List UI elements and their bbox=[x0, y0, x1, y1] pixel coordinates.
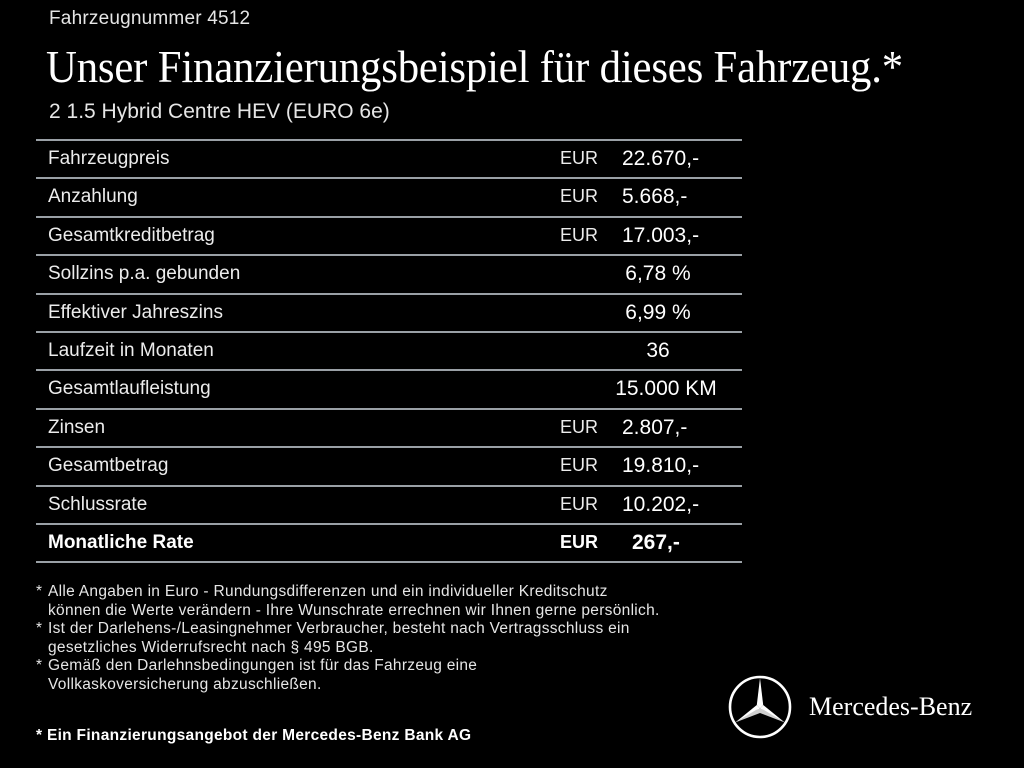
row-label: Gesamtbetrag bbox=[48, 455, 169, 477]
row-value: 6,78 % bbox=[625, 262, 691, 286]
row-value: 36 bbox=[646, 338, 670, 362]
row-value: 17.003,- bbox=[622, 223, 700, 247]
mercedes-star-icon bbox=[728, 675, 792, 739]
row-label: Schlussrate bbox=[48, 493, 148, 515]
row-currency: EUR bbox=[560, 531, 599, 552]
footnote-text: Gemäß den Darlehnsbedingungen ist für da… bbox=[48, 657, 478, 693]
row-value: 5.668,- bbox=[622, 185, 688, 209]
brand-name: Mercedes-Benz bbox=[809, 692, 973, 721]
row-currency: EUR bbox=[560, 455, 599, 476]
table-row: Gesamtlaufleistung 15.000 KM bbox=[36, 369, 742, 407]
row-currency: EUR bbox=[560, 186, 599, 207]
table-row: Laufzeit in Monaten 36 bbox=[36, 330, 742, 369]
footnote-text: Alle Angaben in Euro - Rundungsdifferenz… bbox=[48, 583, 660, 619]
table-row: Effektiver Jahreszins 6,99 % bbox=[36, 292, 742, 331]
table-row: Zinsen EUR 2.807,- bbox=[36, 407, 742, 446]
footnote: * Alle Angaben in Euro - Rundungsdiffere… bbox=[36, 583, 776, 620]
row-label: Sollzins p.a. gebunden bbox=[48, 263, 241, 285]
row-label: Gesamtlaufleistung bbox=[48, 378, 211, 400]
brand-logo: Mercedes-Benz bbox=[727, 674, 972, 740]
row-value: 22.670,- bbox=[622, 147, 700, 170]
table-row: Fahrzeugpreis EUR 22.670,- bbox=[36, 139, 742, 177]
row-label: Fahrzeugpreis bbox=[48, 148, 170, 169]
model-name: 2 1.5 Hybrid Centre HEV (EURO 6e) bbox=[49, 100, 390, 123]
row-label: Effektiver Jahreszins bbox=[48, 301, 223, 323]
row-label: Zinsen bbox=[48, 416, 106, 438]
footnote: * Gemäß den Darlehnsbedingungen ist für … bbox=[36, 657, 776, 694]
row-currency: EUR bbox=[560, 148, 599, 168]
row-currency: EUR bbox=[560, 493, 599, 514]
row-value: 19.810,- bbox=[622, 454, 700, 478]
table-row: Schlussrate EUR 10.202,- bbox=[36, 484, 742, 523]
financing-table: Fahrzeugpreis EUR 22.670,- Anzahlung EUR… bbox=[36, 139, 742, 564]
page-title: Unser Finanzierungsbeispiel für dieses F… bbox=[46, 41, 903, 92]
row-value: 6,99 % bbox=[625, 300, 691, 324]
footnote: * Ist der Darlehens-/Leasingnehmer Verbr… bbox=[36, 620, 776, 657]
row-value: 2.807,- bbox=[622, 415, 688, 439]
bank-note: * Ein Finanzierungsangebot der Mercedes-… bbox=[36, 727, 472, 744]
footnote-marker: * bbox=[36, 583, 43, 600]
vehicle-number: Fahrzeugnummer 4512 bbox=[49, 8, 251, 29]
table-row: Anzahlung EUR 5.668,- bbox=[36, 177, 742, 215]
table-row: Gesamtbetrag EUR 19.810,- bbox=[36, 446, 742, 484]
footnote-marker: * bbox=[36, 620, 43, 638]
row-label: Laufzeit in Monaten bbox=[48, 339, 214, 361]
footnote-marker: * bbox=[36, 657, 43, 675]
row-value: 15.000 KM bbox=[615, 377, 717, 401]
row-label: Monatliche Rate bbox=[48, 531, 194, 553]
row-currency: EUR bbox=[560, 416, 599, 437]
footnotes: * Alle Angaben in Euro - Rundungsdiffere… bbox=[36, 583, 776, 695]
row-value: 10.202,- bbox=[622, 492, 700, 516]
row-currency: EUR bbox=[560, 224, 599, 245]
monthly-rate-row: Monatliche Rate EUR 267,- bbox=[36, 522, 742, 564]
monthly-rate-value: 267,- bbox=[632, 530, 680, 554]
footnote-text: Ist der Darlehens-/Leasingnehmer Verbrau… bbox=[48, 620, 630, 656]
row-label: Gesamtkreditbetrag bbox=[48, 224, 215, 246]
table-row: Gesamtkreditbetrag EUR 17.003,- bbox=[36, 215, 742, 254]
table-row: Sollzins p.a. gebunden 6,78 % bbox=[36, 254, 742, 292]
row-label: Anzahlung bbox=[48, 186, 138, 208]
